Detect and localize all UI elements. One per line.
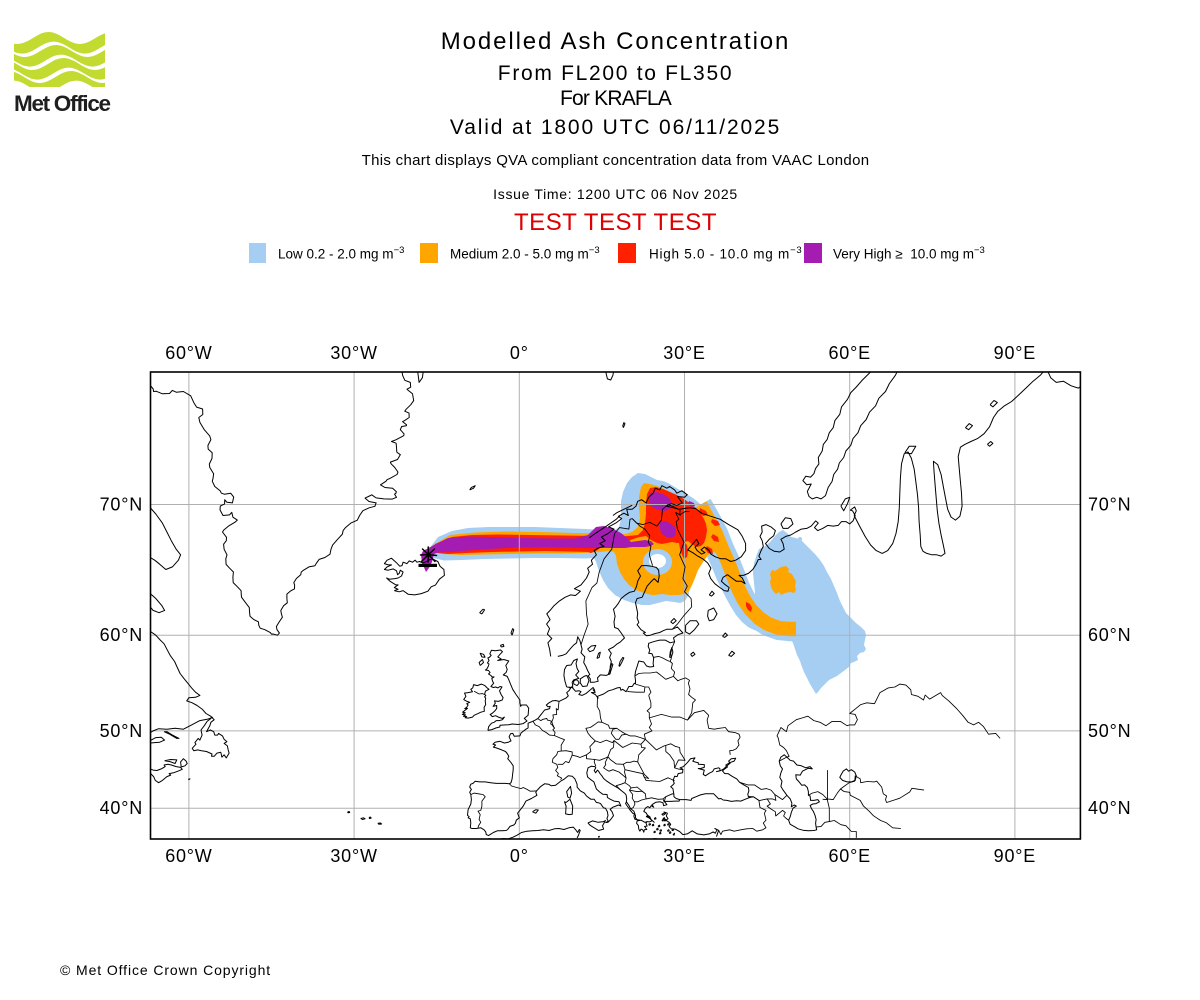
svg-text:© Met Office Crown Copyright: © Met Office Crown Copyright — [60, 962, 271, 978]
svg-text:0°: 0° — [510, 343, 529, 363]
svg-text:70°N: 70°N — [1088, 495, 1131, 515]
svg-text:60°N: 60°N — [1088, 625, 1131, 645]
svg-text:30°W: 30°W — [330, 343, 377, 363]
svg-text:90°E: 90°E — [994, 343, 1036, 363]
svg-text:50°N: 50°N — [100, 721, 143, 741]
svg-text:30°E: 30°E — [663, 343, 705, 363]
svg-text:70°N: 70°N — [100, 495, 143, 515]
svg-text:Met Office: Met Office — [14, 91, 111, 116]
svg-text:40°N: 40°N — [100, 798, 143, 818]
svg-text:60°E: 60°E — [828, 846, 870, 866]
svg-text:40°N: 40°N — [1088, 798, 1131, 818]
svg-text:90°E: 90°E — [994, 846, 1036, 866]
svg-text:30°E: 30°E — [663, 846, 705, 866]
svg-text:30°W: 30°W — [330, 846, 377, 866]
svg-text:50°N: 50°N — [1088, 721, 1131, 741]
svg-text:0°: 0° — [510, 846, 529, 866]
svg-text:60°N: 60°N — [100, 625, 143, 645]
svg-text:60°W: 60°W — [165, 846, 212, 866]
svg-text:60°E: 60°E — [828, 343, 870, 363]
svg-text:60°W: 60°W — [165, 343, 212, 363]
